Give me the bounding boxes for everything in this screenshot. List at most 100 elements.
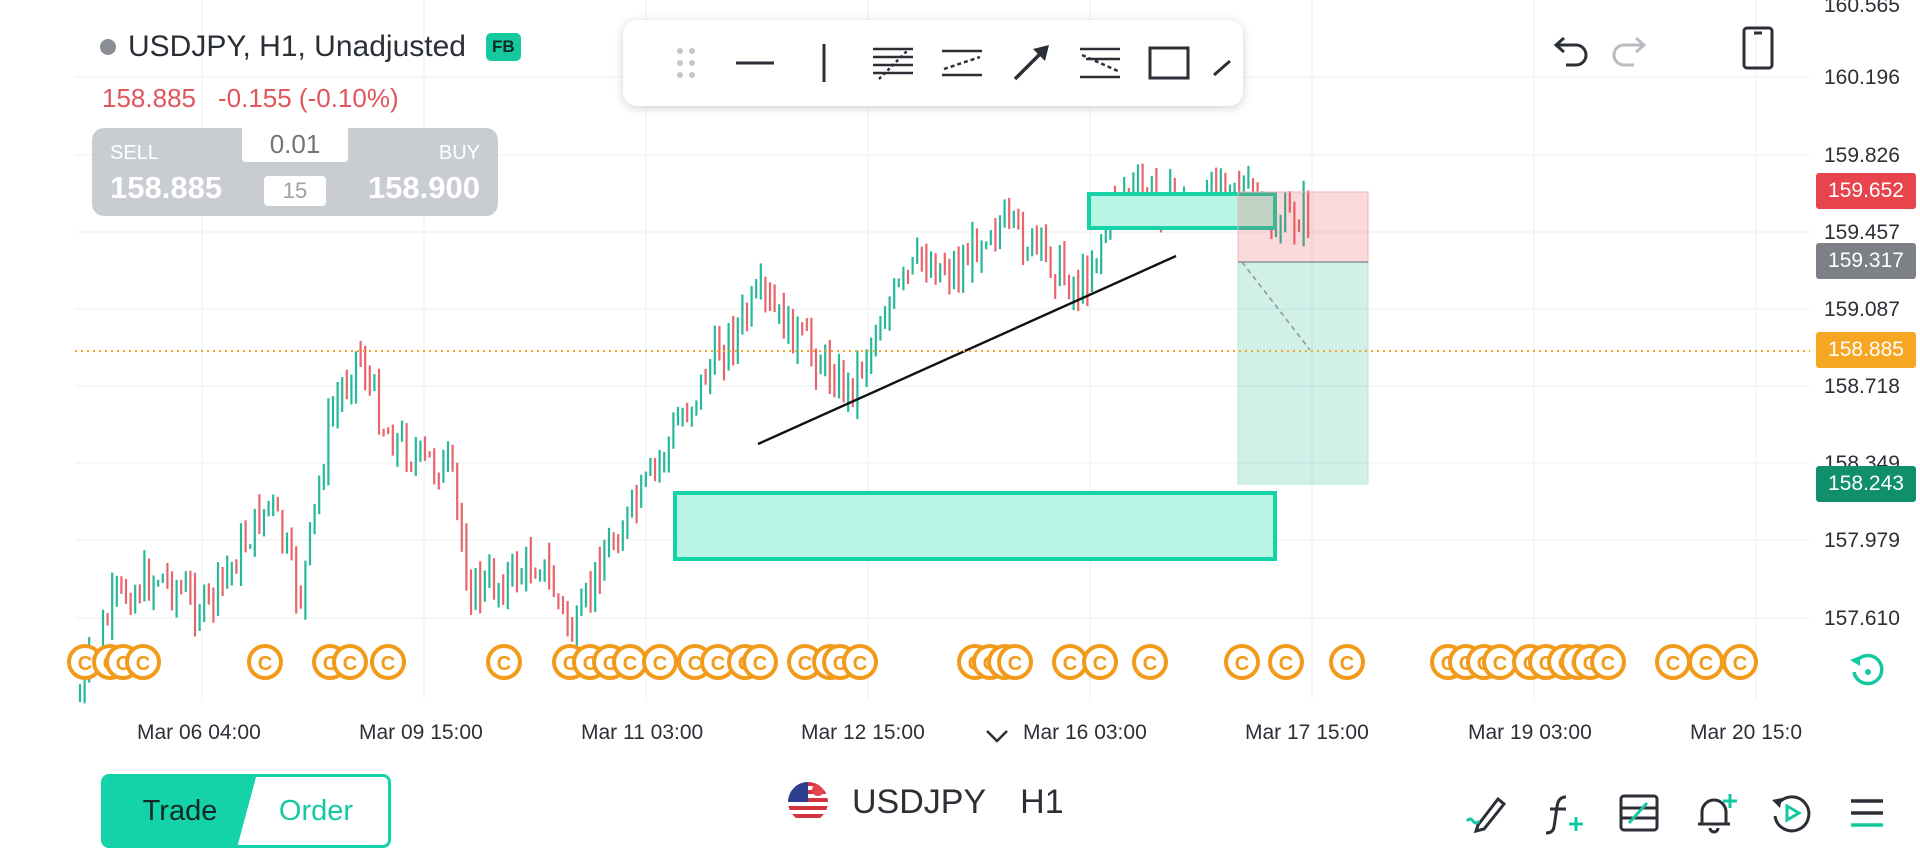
price-change: -0.155 (-0.10%) (217, 83, 399, 113)
economic-event-marker[interactable]: C (842, 644, 878, 680)
entry-price-tag[interactable]: 159.317 (1816, 243, 1916, 279)
buy-label: BUY (438, 142, 480, 164)
economic-event-marker[interactable]: C (612, 644, 648, 680)
economic-event-marker[interactable]: C (370, 644, 406, 680)
economic-event-marker[interactable]: C (67, 644, 103, 680)
templates-icon[interactable] (1614, 788, 1664, 838)
chevron-down-icon[interactable] (970, 708, 1024, 764)
economic-event-marker[interactable]: C (1722, 644, 1758, 680)
demand-zone-rectangle[interactable] (673, 491, 1277, 561)
svg-text:C: C (1666, 653, 1680, 675)
rotate-screen-icon[interactable] (1732, 22, 1784, 74)
bottom-bar: Trade Order USDJPY H1 (0, 760, 1920, 864)
drag-handle-icon[interactable] (651, 33, 720, 93)
economic-event-marker[interactable]: C (1082, 644, 1118, 680)
position-projection-line (1241, 261, 1311, 351)
stop-loss-area[interactable] (1237, 191, 1369, 263)
take-profit-price-tag[interactable]: 158.243 (1816, 466, 1916, 502)
time-axis-label: Mar 16 03:00 (1023, 721, 1147, 744)
economic-event-marker[interactable]: C (700, 644, 736, 680)
svg-text:C: C (1235, 653, 1249, 675)
economic-event-marker[interactable]: C (1052, 644, 1088, 680)
time-axis-label: Mar 11 03:00 (581, 721, 704, 744)
fb-badge[interactable]: FB (485, 33, 521, 61)
economic-event-marker[interactable]: C (247, 644, 283, 680)
market-status-dot (100, 39, 116, 55)
vertical-line-icon[interactable] (789, 33, 858, 93)
economic-event-marker[interactable]: C (1688, 644, 1724, 680)
price-axis-label: 160.196 (1824, 66, 1900, 89)
drawing-toolbar (623, 20, 1243, 106)
svg-text:C: C (1699, 653, 1713, 675)
svg-text:C: C (853, 653, 867, 675)
economic-event-marker[interactable]: C (332, 644, 368, 680)
svg-text:C: C (1093, 653, 1107, 675)
trade-order-toggle: Trade Order (101, 774, 391, 848)
drawing-pen-icon[interactable] (1462, 788, 1512, 838)
menu-icon[interactable] (1842, 788, 1892, 838)
spread-value: 15 (264, 176, 326, 206)
time-axis-label: Mar 06 04:00 (137, 721, 261, 744)
time-axis-label: Mar 19 03:00 (1468, 721, 1592, 744)
economic-event-marker[interactable]: C (1268, 644, 1304, 680)
buy-button[interactable]: 158.900 (367, 170, 480, 205)
trend-line[interactable] (757, 254, 1177, 446)
economic-event-marker[interactable]: C (1329, 644, 1365, 680)
rectangle-icon[interactable] (1134, 33, 1203, 93)
fib-retracement-icon[interactable] (858, 33, 927, 93)
svg-text:C: C (343, 653, 357, 675)
undo-icon[interactable] (1546, 24, 1598, 76)
price-axis-label: 159.826 (1824, 144, 1900, 167)
horizontal-line-icon[interactable] (720, 33, 789, 93)
redo-icon[interactable] (1602, 24, 1654, 76)
time-axis-label: Mar 17 15:00 (1245, 721, 1369, 744)
svg-text:C: C (1279, 653, 1293, 675)
economic-event-marker[interactable]: C (1590, 644, 1626, 680)
trade-tab[interactable]: Trade (104, 777, 256, 845)
economic-event-marker[interactable]: C (1482, 644, 1518, 680)
price-chart[interactable]: CCCCCCCCCCCCCCCCCCCCCCCCCCCCCCCCCCCCCCCC… (0, 0, 1920, 760)
price-axis-label: 158.718 (1824, 375, 1900, 398)
bottom-toolbar (1462, 788, 1892, 838)
sell-button[interactable]: 158.885 (110, 170, 223, 205)
price-axis-label: 157.979 (1824, 529, 1900, 552)
economic-event-marker[interactable]: C (1224, 644, 1260, 680)
stop-loss-price-tag[interactable]: 159.652 (1816, 173, 1916, 209)
svg-text:C: C (1733, 653, 1747, 675)
take-profit-area[interactable] (1237, 261, 1369, 485)
trend-line-icon[interactable] (1204, 33, 1243, 93)
time-axis-label: Mar 09 15:00 (359, 721, 483, 744)
replay-icon[interactable] (1766, 788, 1816, 838)
reset-chart-icon[interactable] (1842, 644, 1894, 696)
svg-text:C: C (1143, 653, 1157, 675)
economic-event-marker[interactable]: C (1655, 644, 1691, 680)
economic-event-marker[interactable]: C (787, 644, 823, 680)
symbol-selector[interactable]: USDJPY H1 (788, 782, 1064, 822)
svg-text:C: C (1008, 653, 1022, 675)
economic-event-marker[interactable]: C (997, 644, 1033, 680)
indicators-icon[interactable] (1538, 788, 1588, 838)
price-axis-label: 159.087 (1824, 298, 1900, 321)
fib-extension-icon[interactable] (1065, 33, 1134, 93)
price-alert-icon[interactable] (1690, 788, 1740, 838)
economic-event-marker[interactable]: C (1132, 644, 1168, 680)
parallel-channel-icon[interactable] (927, 33, 996, 93)
svg-text:C: C (623, 653, 637, 675)
svg-text:C: C (1493, 653, 1507, 675)
economic-event-marker[interactable]: C (486, 644, 522, 680)
economic-event-marker[interactable]: C (642, 644, 678, 680)
quote-line: 158.885 -0.155 (-0.10%) (102, 83, 399, 114)
svg-text:C: C (1340, 653, 1354, 675)
economic-event-marker[interactable]: C (125, 644, 161, 680)
svg-text:C: C (497, 653, 511, 675)
svg-text:C: C (711, 653, 725, 675)
price-axis-label: 159.457 (1824, 221, 1900, 244)
lot-size-input[interactable] (242, 126, 348, 162)
bottom-timeframe[interactable]: H1 (1020, 782, 1064, 821)
arrow-icon[interactable] (996, 33, 1065, 93)
order-tab[interactable]: Order (278, 794, 354, 827)
supply-zone-rectangle[interactable] (1087, 192, 1277, 230)
economic-event-marker[interactable]: C (742, 644, 778, 680)
us-flag-icon (788, 782, 828, 822)
